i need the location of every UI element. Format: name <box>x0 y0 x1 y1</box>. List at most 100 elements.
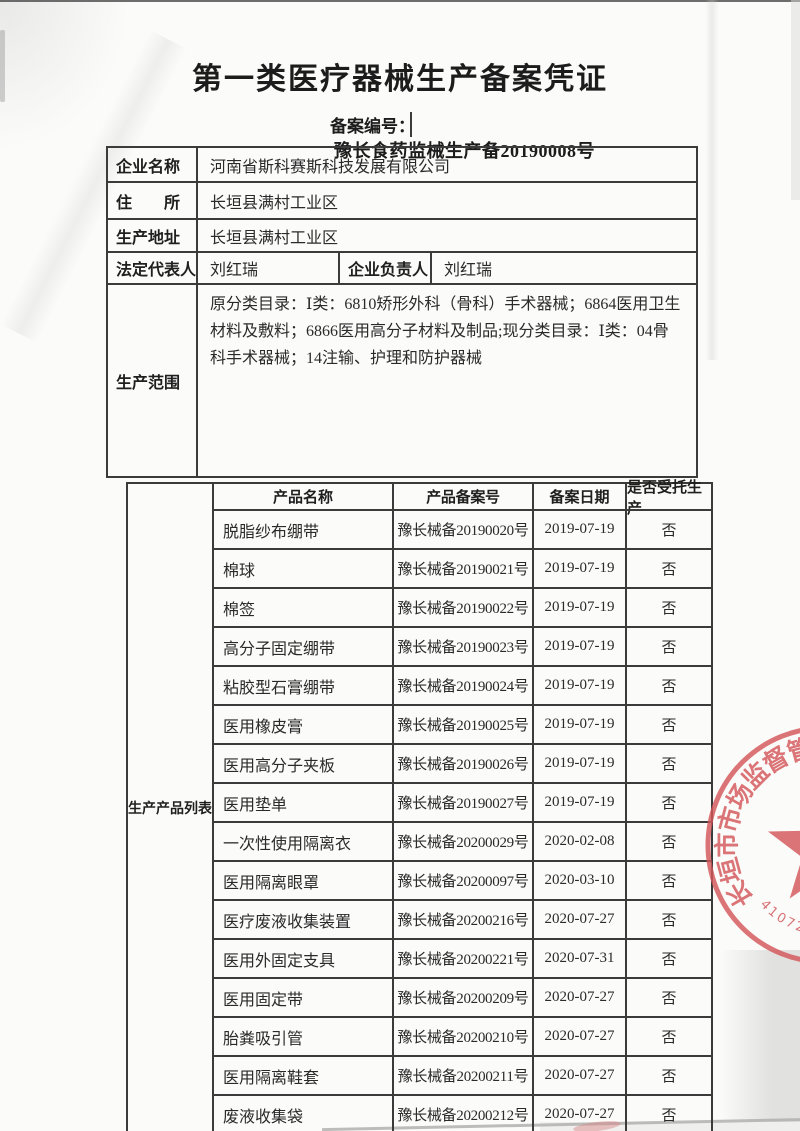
production-address-label: 生产地址 <box>108 220 198 251</box>
header-record-date: 备案日期 <box>534 484 627 509</box>
product-table-row: 医用外固定支具 豫长械备20200221号 2020-07-31 否 <box>214 938 711 977</box>
field-row-company-name: 企业名称 河南省斯科赛斯科技发展有限公司 <box>108 148 696 181</box>
product-entrusted-cell: 否 <box>661 523 677 539</box>
product-record-number-cell: 豫长械备20190026号 <box>394 745 534 782</box>
products-table-body: 产品名称 产品备案号 备案日期 是否受托生产 脱脂纱布绷带 豫长械备2019002… <box>214 479 711 1131</box>
products-header-row: 产品名称 产品备案号 备案日期 是否受托生产 <box>214 479 711 517</box>
product-entrusted-cell: 否 <box>661 679 677 695</box>
scan-left-mark <box>0 30 5 102</box>
product-table-row: 医疗废液收集装置 豫长械备20200216号 2020-07-27 否 <box>214 899 711 938</box>
product-name-cell: 粘胶型石膏绷带 <box>214 667 394 704</box>
product-table-row: 棉球 豫长械备20190021号 2019-07-19 否 <box>214 548 711 587</box>
product-record-date-cell: 2019-07-19 <box>534 745 627 782</box>
seal-ring-char: 市 <box>713 832 742 857</box>
scan-corner-shadow <box>0 0 130 150</box>
product-table-row: 医用高分子夹板 豫长械备20190026号 2019-07-19 否 <box>214 743 711 782</box>
product-entrusted-cell: 否 <box>661 562 677 578</box>
product-record-date-cell: 2020-07-31 <box>534 940 627 977</box>
product-record-date-cell: 2019-07-19 <box>534 589 627 626</box>
product-record-date-cell: 2020-07-27 <box>534 1096 627 1131</box>
product-table-row: 医用垫单 豫长械备20190027号 2019-07-19 否 <box>214 782 711 821</box>
product-record-date-cell: 2020-07-27 <box>534 1057 627 1094</box>
scan-right-shadow <box>720 950 800 1131</box>
product-record-number-cell: 豫长械备20200209号 <box>394 979 534 1016</box>
company-info-table: 企业名称 河南省斯科赛斯科技发展有限公司 住 所 长垣县满村工业区 生产地址 长… <box>106 146 698 478</box>
page-title: 第一类医疗器械生产备案凭证 <box>192 63 608 96</box>
product-record-number-cell: 豫长械备20190023号 <box>394 628 534 665</box>
product-record-number-cell: 豫长械备20190027号 <box>394 784 534 821</box>
residence-value: 长垣县满村工业区 <box>210 194 339 212</box>
product-name-cell: 医疗废液收集装置 <box>214 901 394 938</box>
residence-label: 住 所 <box>108 183 198 218</box>
seal-ring <box>705 728 800 962</box>
product-entrusted-cell: 否 <box>661 835 677 851</box>
product-table-row: 废液收集袋 豫长械备20200212号 2020-07-27 否 <box>214 1094 711 1131</box>
product-record-date-cell: 2020-07-27 <box>534 901 627 938</box>
scan-vertical-crease <box>705 0 719 360</box>
product-record-date-cell: 2019-07-19 <box>534 784 627 821</box>
legal-rep-value: 刘红瑞 <box>198 253 340 283</box>
product-entrusted-cell: 否 <box>661 796 677 812</box>
product-record-date-cell: 2020-03-10 <box>534 862 627 899</box>
scan-top-edge <box>0 0 800 2</box>
seal-ring-text: 长垣市市场监督管理局 <box>713 733 800 911</box>
field-row-legal-rep: 法定代表人 刘红瑞 企业负责人 刘红瑞 <box>108 251 696 283</box>
product-table-row: 医用隔离鞋套 豫长械备20200211号 2020-07-27 否 <box>214 1055 711 1094</box>
seal-ring-char: 长 <box>722 875 759 912</box>
scope-label: 生产范围 <box>108 285 198 476</box>
product-name-cell: 胎粪吸引管 <box>214 1018 394 1055</box>
products-rows: 脱脂纱布绷带 豫长械备20190020号 2019-07-19 否棉球 豫长械备2019… <box>214 509 711 1131</box>
product-record-number-cell: 豫长械备20200029号 <box>394 823 534 860</box>
legal-rep-label: 法定代表人 <box>108 253 198 283</box>
header-product-name: 产品名称 <box>214 484 394 509</box>
product-record-date-cell: 2019-07-19 <box>534 667 627 704</box>
product-name-cell: 棉签 <box>214 589 394 626</box>
product-record-number-cell: 豫长械备20200216号 <box>394 901 534 938</box>
product-table-row: 医用橡皮膏 豫长械备20190025号 2019-07-19 否 <box>214 704 711 743</box>
field-row-production-address: 生产地址 长垣县满村工业区 <box>108 218 696 251</box>
manager-label: 企业负责人 <box>340 253 432 283</box>
product-entrusted-cell: 否 <box>661 1030 677 1046</box>
product-table-row: 粘胶型石膏绷带 豫长械备20190024号 2019-07-19 否 <box>214 665 711 704</box>
product-record-number-cell: 豫长械备20190021号 <box>394 550 534 587</box>
product-table-row: 医用固定带 豫长械备20200209号 2020-07-27 否 <box>214 977 711 1016</box>
product-table-row: 高分子固定绷带 豫长械备20190023号 2019-07-19 否 <box>214 626 711 665</box>
header-entrusted: 是否受托生产 <box>627 479 703 517</box>
seal-star-icon <box>767 830 800 899</box>
product-record-date-cell: 2019-07-19 <box>534 511 627 548</box>
field-row-residence: 住 所 长垣县满村工业区 <box>108 181 696 218</box>
product-entrusted-cell: 否 <box>661 601 677 617</box>
product-table-row: 一次性使用隔离衣 豫长械备20200029号 2020-02-08 否 <box>214 821 711 860</box>
products-section-label: 生产产品列表 <box>128 484 214 1131</box>
product-record-date-cell: 2020-07-27 <box>534 979 627 1016</box>
product-name-cell: 医用隔离眼罩 <box>214 862 394 899</box>
product-entrusted-cell: 否 <box>661 1108 677 1124</box>
product-entrusted-cell: 否 <box>661 913 677 929</box>
product-entrusted-cell: 否 <box>661 1069 677 1085</box>
scan-bottom-gap <box>540 1122 800 1131</box>
product-record-number-cell: 豫长械备20190025号 <box>394 706 534 743</box>
product-record-number-cell: 豫长械备20190022号 <box>394 589 534 626</box>
product-record-date-cell: 2019-07-19 <box>534 628 627 665</box>
manager-value: 刘红瑞 <box>444 262 493 279</box>
product-table-row: 胎粪吸引管 豫长械备20200210号 2020-07-27 否 <box>214 1016 711 1055</box>
product-entrusted-cell: 否 <box>661 952 677 968</box>
record-number-label: 备案编号： <box>322 112 415 137</box>
seal-ring-char: 督 <box>758 742 794 779</box>
product-record-date-cell: 2020-02-08 <box>534 823 627 860</box>
product-name-cell: 高分子固定绷带 <box>214 628 394 665</box>
product-name-cell: 医用垫单 <box>214 784 394 821</box>
production-address-value: 长垣县满村工业区 <box>210 229 339 247</box>
product-entrusted-cell: 否 <box>661 640 677 656</box>
product-name-cell: 医用固定带 <box>214 979 394 1016</box>
seal-serial-number: 41072 <box>757 897 800 936</box>
product-record-number-cell: 豫长械备20200210号 <box>394 1018 534 1055</box>
product-record-number-cell: 豫长械备20190020号 <box>394 511 534 548</box>
products-table: 生产产品列表 产品名称 产品备案号 备案日期 是否受托生产 脱脂纱布绷带 豫长械备… <box>126 479 713 1131</box>
seal-ring-char: 管 <box>784 733 800 767</box>
product-table-row: 棉签 豫长械备20190022号 2019-07-19 否 <box>214 587 711 626</box>
seal-ring-char: 监 <box>737 757 774 794</box>
product-table-row: 脱脂纱布绷带 豫长械备20190020号 2019-07-19 否 <box>214 509 711 548</box>
product-record-number-cell: 豫长械备20200221号 <box>394 940 534 977</box>
